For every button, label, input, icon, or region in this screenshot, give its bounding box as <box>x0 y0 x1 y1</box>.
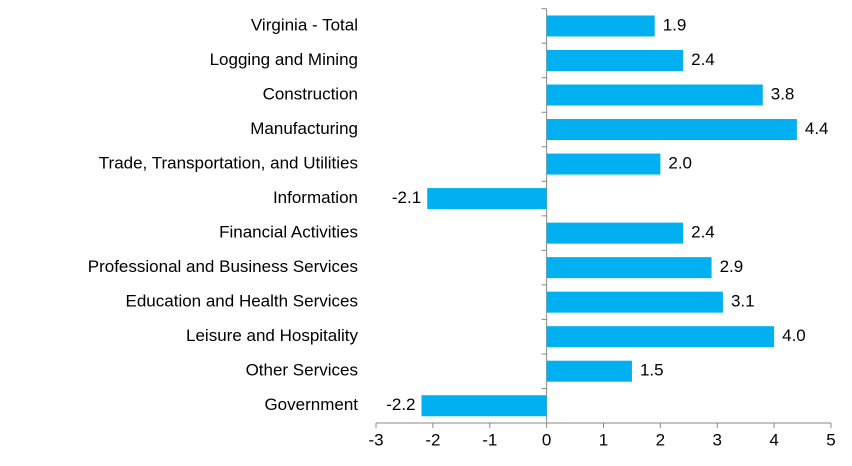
x-tick-label: 5 <box>826 430 835 449</box>
bar <box>546 84 763 106</box>
value-label: 2.4 <box>691 223 715 242</box>
value-label: 2.4 <box>691 50 715 69</box>
bar <box>546 15 655 37</box>
value-label: 1.9 <box>663 15 687 34</box>
value-label: 1.5 <box>640 361 664 380</box>
bar <box>546 257 712 279</box>
value-label: 2.0 <box>668 154 692 173</box>
bar <box>546 360 632 382</box>
x-tick-label: -1 <box>482 430 497 449</box>
bar <box>546 119 797 141</box>
y-tick-label: Manufacturing <box>250 119 358 138</box>
bar <box>546 222 684 244</box>
x-tick-label: 2 <box>656 430 665 449</box>
x-tick-label: 4 <box>769 430 778 449</box>
value-label: -2.1 <box>392 188 421 207</box>
y-tick-label: Trade, Transportation, and Utilities <box>99 154 358 173</box>
value-label: 2.9 <box>720 257 744 276</box>
value-label: 3.8 <box>771 84 795 103</box>
y-tick-label: Other Services <box>246 361 358 380</box>
value-label: 4.0 <box>782 326 806 345</box>
y-tick-label: Information <box>273 188 358 207</box>
y-tick-label: Financial Activities <box>219 223 358 242</box>
y-tick-label: Construction <box>263 84 358 103</box>
y-tick-label: Professional and Business Services <box>88 257 358 276</box>
value-label: 4.4 <box>805 119 829 138</box>
bar <box>421 395 547 417</box>
y-tick-label: Education and Health Services <box>126 292 358 311</box>
value-label: -2.2 <box>386 395 415 414</box>
x-tick-label: 3 <box>713 430 722 449</box>
x-tick-label: -3 <box>368 430 383 449</box>
y-tick-label: Virginia - Total <box>251 15 358 34</box>
x-tick-label: -2 <box>425 430 440 449</box>
value-label: 3.1 <box>731 292 755 311</box>
y-tick-label: Government <box>264 395 358 414</box>
bar <box>427 188 547 210</box>
x-tick-label: 1 <box>599 430 608 449</box>
x-tick-label: 0 <box>542 430 551 449</box>
bar <box>546 291 723 313</box>
bar <box>546 153 661 175</box>
y-tick-label: Logging and Mining <box>210 50 358 69</box>
bar <box>546 49 684 71</box>
y-tick-label: Leisure and Hospitality <box>186 326 358 345</box>
bar <box>546 326 775 348</box>
